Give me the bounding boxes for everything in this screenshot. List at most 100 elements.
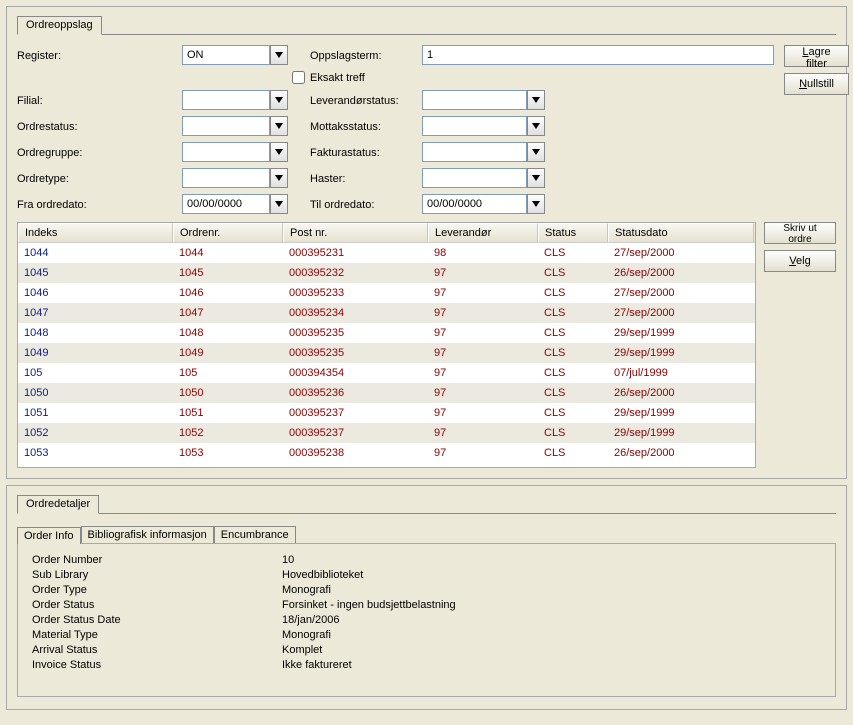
cell-leverandr: 97 bbox=[428, 365, 538, 381]
cell-postnr: 000395232 bbox=[283, 265, 428, 281]
exact-match-checkbox[interactable] bbox=[292, 71, 305, 84]
order-lookup-panel: Ordreoppslag Register: Oppslagsterm: bbox=[6, 6, 847, 479]
cell-status: CLS bbox=[538, 265, 608, 281]
til-ordredato-input[interactable] bbox=[422, 194, 527, 214]
print-order-button[interactable]: Skriv ut ordre bbox=[764, 222, 836, 244]
cell-indeks: 1053 bbox=[18, 445, 173, 461]
ordrestatus-input[interactable] bbox=[182, 116, 270, 136]
table-body[interactable]: 1044104400039523198CLS27/sep/20001045104… bbox=[18, 243, 755, 465]
table-row[interactable]: 1046104600039523397CLS27/sep/2000 bbox=[18, 283, 755, 303]
label-haster: Haster: bbox=[292, 171, 422, 185]
cell-indeks: 105 bbox=[18, 365, 173, 381]
table-row[interactable]: 1049104900039523597CLS29/sep/1999 bbox=[18, 343, 755, 363]
fra-ordredato-input[interactable] bbox=[182, 194, 270, 214]
label-fra-ordredato: Fra ordredato: bbox=[17, 197, 182, 211]
inner-tab-bibliografisk[interactable]: Bibliografisk informasjon bbox=[81, 526, 214, 543]
cell-ordrenr: 1051 bbox=[173, 405, 283, 421]
cell-ordrenr: 1046 bbox=[173, 285, 283, 301]
table-row[interactable]: 1047104700039523497CLS27/sep/2000 bbox=[18, 303, 755, 323]
tab-ordredetaljer[interactable]: Ordredetaljer bbox=[17, 495, 99, 514]
ordregruppe-input[interactable] bbox=[182, 142, 270, 162]
table-row[interactable]: 1053105300039523897CLS26/sep/2000 bbox=[18, 443, 755, 463]
detail-body: Order Number10Sub LibraryHovedbiblioteke… bbox=[17, 543, 836, 697]
cell-status: CLS bbox=[538, 365, 608, 381]
detail-value: Monografi bbox=[282, 584, 821, 596]
cell-statusdato: 29/sep/1999 bbox=[608, 345, 738, 361]
register-input[interactable] bbox=[182, 45, 270, 65]
ordrestatus-dropdown-icon[interactable] bbox=[270, 116, 288, 136]
table-row[interactable]: 1051105100039523797CLS29/sep/1999 bbox=[18, 403, 755, 423]
cell-ordrenr: 105 bbox=[173, 365, 283, 381]
filial-dropdown-icon[interactable] bbox=[270, 90, 288, 110]
haster-input[interactable] bbox=[422, 168, 527, 188]
cell-indeks: 1045 bbox=[18, 265, 173, 281]
label-register: Register: bbox=[17, 48, 182, 62]
table-header: Indeks Ordrenr. Post nr. Leverandør Stat… bbox=[18, 223, 755, 243]
ordretype-input[interactable] bbox=[182, 168, 270, 188]
mottaksstatus-input[interactable] bbox=[422, 116, 527, 136]
label-exact-match: Eksakt treff bbox=[310, 72, 365, 84]
haster-dropdown-icon[interactable] bbox=[527, 168, 545, 188]
detail-value: 10 bbox=[282, 554, 821, 566]
detail-key: Arrival Status bbox=[32, 644, 282, 656]
ordretype-dropdown-icon[interactable] bbox=[270, 168, 288, 188]
cell-leverandr: 97 bbox=[428, 345, 538, 361]
cell-ordrenr: 1050 bbox=[173, 385, 283, 401]
filial-input[interactable] bbox=[182, 90, 270, 110]
cell-postnr: 000395234 bbox=[283, 305, 428, 321]
col-status[interactable]: Status bbox=[538, 223, 608, 242]
label-ordregruppe: Ordregruppe: bbox=[17, 145, 182, 159]
ordregruppe-dropdown-icon[interactable] bbox=[270, 142, 288, 162]
label-til-ordredato: Til ordredato: bbox=[292, 197, 422, 211]
cell-leverandr: 97 bbox=[428, 285, 538, 301]
cell-leverandr: 97 bbox=[428, 385, 538, 401]
mottaksstatus-dropdown-icon[interactable] bbox=[527, 116, 545, 136]
inner-tab-encumbrance[interactable]: Encumbrance bbox=[214, 526, 296, 543]
detail-value: Monografi bbox=[282, 629, 821, 641]
col-ordrenr[interactable]: Ordrenr. bbox=[173, 223, 283, 242]
cell-status: CLS bbox=[538, 445, 608, 461]
table-row[interactable]: 1044104400039523198CLS27/sep/2000 bbox=[18, 243, 755, 263]
cell-statusdato: 29/sep/1999 bbox=[608, 405, 738, 421]
cell-indeks: 1047 bbox=[18, 305, 173, 321]
select-button[interactable]: Velg bbox=[764, 250, 836, 272]
cell-postnr: 000395237 bbox=[283, 405, 428, 421]
cell-leverandr: 97 bbox=[428, 265, 538, 281]
fakturastatus-input[interactable] bbox=[422, 142, 527, 162]
register-dropdown-icon[interactable] bbox=[270, 45, 288, 65]
col-statusdato[interactable]: Statusdato bbox=[608, 223, 754, 242]
label-ordrestatus: Ordrestatus: bbox=[17, 119, 182, 133]
col-leverandor[interactable]: Leverandør bbox=[428, 223, 538, 242]
tab-ordreoppslag[interactable]: Ordreoppslag bbox=[17, 16, 102, 35]
table-row[interactable]: 1048104800039523597CLS29/sep/1999 bbox=[18, 323, 755, 343]
cell-statusdato: 26/sep/2000 bbox=[608, 445, 738, 461]
fakturastatus-dropdown-icon[interactable] bbox=[527, 142, 545, 162]
leverandorstatus-dropdown-icon[interactable] bbox=[527, 90, 545, 110]
table-row[interactable]: 10510500039435497CLS07/jul/1999 bbox=[18, 363, 755, 383]
reset-button[interactable]: Nullstill bbox=[784, 73, 849, 95]
top-tab-strip: Ordreoppslag bbox=[17, 15, 836, 34]
detail-key: Sub Library bbox=[32, 569, 282, 581]
cell-postnr: 000395238 bbox=[283, 445, 428, 461]
label-filial: Filial: bbox=[17, 93, 182, 107]
table-row[interactable]: 1050105000039523697CLS26/sep/2000 bbox=[18, 383, 755, 403]
col-indeks[interactable]: Indeks bbox=[18, 223, 173, 242]
cell-ordrenr: 1049 bbox=[173, 345, 283, 361]
search-term-input[interactable] bbox=[422, 45, 774, 65]
table-row[interactable]: 1052105200039523797CLS29/sep/1999 bbox=[18, 423, 755, 443]
cell-statusdato: 26/sep/2000 bbox=[608, 265, 738, 281]
cell-status: CLS bbox=[538, 385, 608, 401]
fra-ordredato-dropdown-icon[interactable] bbox=[270, 194, 288, 214]
save-filter-button[interactable]: Lagre filter bbox=[784, 45, 849, 67]
cell-leverandr: 98 bbox=[428, 245, 538, 261]
til-ordredato-dropdown-icon[interactable] bbox=[527, 194, 545, 214]
table-row[interactable]: 1045104500039523297CLS26/sep/2000 bbox=[18, 263, 755, 283]
cell-postnr: 000395231 bbox=[283, 245, 428, 261]
inner-tab-order-info[interactable]: Order Info bbox=[17, 527, 81, 544]
detail-value: Ikke faktureret bbox=[282, 659, 821, 671]
cell-status: CLS bbox=[538, 285, 608, 301]
cell-indeks: 1050 bbox=[18, 385, 173, 401]
leverandorstatus-input[interactable] bbox=[422, 90, 527, 110]
cell-postnr: 000395237 bbox=[283, 425, 428, 441]
col-postnr[interactable]: Post nr. bbox=[283, 223, 428, 242]
